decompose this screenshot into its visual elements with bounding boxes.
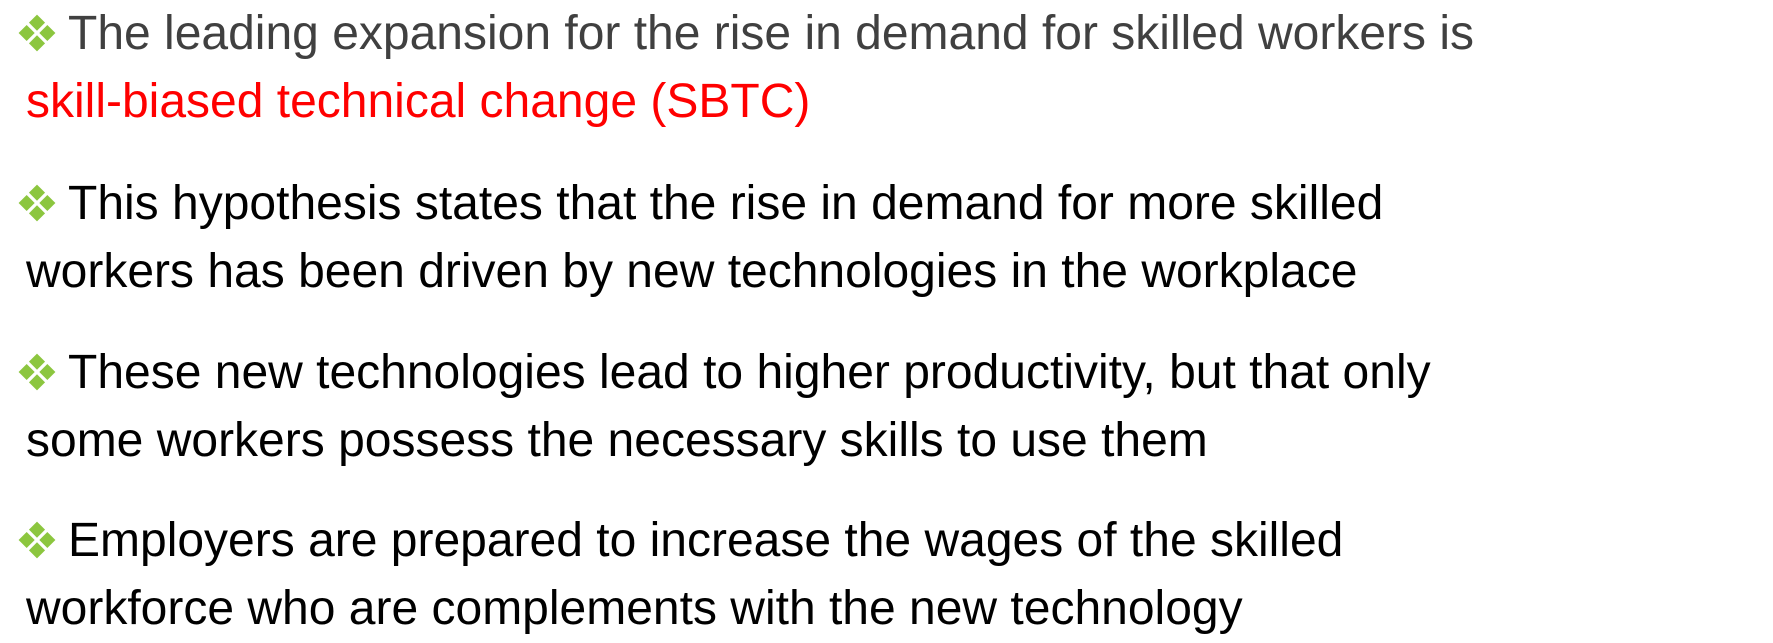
bullet-icon [18, 14, 56, 52]
bullet-text: The leading expansion for the rise in de… [68, 7, 1475, 60]
bullet-text: This hypothesis states that the rise in … [68, 177, 1384, 230]
bullet-text: some workers possess the necessary skill… [26, 414, 1208, 467]
bullet-text: These new technologies lead to higher pr… [68, 346, 1431, 399]
bullet-icon [18, 521, 56, 559]
bullet-text: workforce who are complements with the n… [26, 582, 1243, 635]
bullet-text: Employers are prepared to increase the w… [68, 514, 1344, 567]
bullet-icon [18, 353, 56, 391]
bullet-text: workers has been driven by new technolog… [26, 245, 1358, 298]
bullet-highlight: skill-biased technical change (SBTC) [26, 75, 811, 128]
bullet-icon [18, 184, 56, 222]
